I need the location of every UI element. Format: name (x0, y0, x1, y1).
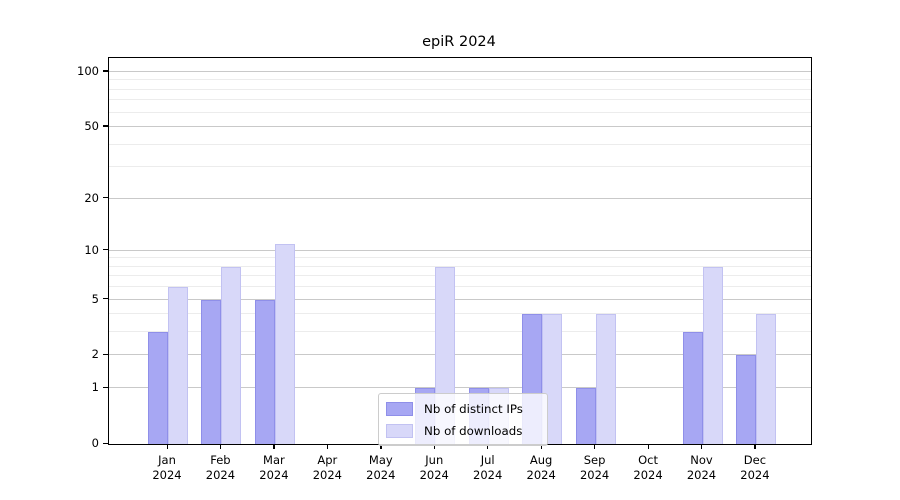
major-gridline (109, 249, 811, 251)
x-tick-mark (701, 444, 703, 450)
x-tick-label: Apr 2024 (312, 453, 342, 482)
x-tick-label: Jan 2024 (152, 453, 182, 482)
x-tick-mark (487, 444, 489, 450)
legend-swatch-distinct-ips (386, 401, 413, 416)
bar-distinct-ips (735, 355, 756, 444)
x-tick-label: Dec 2024 (740, 453, 770, 482)
bar-distinct-ips (254, 299, 275, 444)
y-tick-mark (103, 197, 108, 199)
minor-gridline (109, 88, 811, 90)
major-gridline (109, 387, 811, 389)
y-tick-mark (103, 70, 108, 72)
x-tick-mark (433, 444, 436, 450)
y-tick-label: 2 (91, 347, 99, 362)
y-tick-mark (103, 442, 108, 444)
chart-title: epiR 2024 (422, 34, 496, 50)
major-gridline (109, 354, 811, 356)
y-tick-mark (103, 298, 108, 300)
y-tick-label: 0 (91, 436, 99, 450)
minor-gridline (109, 99, 811, 101)
bar-downloads (221, 266, 242, 444)
y-tick-mark (103, 125, 108, 127)
x-tick-label: Feb 2024 (205, 453, 236, 482)
x-tick-mark (380, 444, 382, 450)
bar-downloads (702, 266, 723, 444)
minor-gridline (109, 313, 811, 315)
bar-distinct-ips (682, 332, 703, 444)
minor-gridline (109, 79, 811, 81)
x-tick-label: Sep 2024 (579, 453, 610, 482)
y-tick-mark (103, 249, 108, 251)
y-tick-label: 5 (91, 291, 99, 306)
y-tick-mark (103, 386, 108, 388)
legend-item-downloads: Nb of downloads (386, 423, 539, 438)
x-tick-mark (594, 444, 596, 450)
x-tick-mark (166, 444, 168, 450)
legend-swatch-downloads (386, 423, 413, 438)
bar-distinct-ips (201, 299, 222, 444)
x-tick-label: Mar 2024 (259, 453, 289, 482)
bar-downloads (755, 314, 776, 444)
minor-gridline (109, 257, 811, 259)
x-tick-label: May 2024 (366, 453, 396, 482)
bar-distinct-ips (575, 388, 596, 444)
x-tick-label: Aug 2024 (526, 453, 556, 482)
minor-gridline (109, 286, 811, 288)
bar-downloads (595, 314, 616, 444)
minor-gridline (109, 275, 811, 277)
x-tick-label: Oct 2024 (633, 453, 663, 482)
x-tick-label: Jun 2024 (419, 453, 449, 482)
minor-gridline (109, 111, 811, 113)
x-tick-mark (754, 444, 756, 450)
y-tick-label: 10 (84, 242, 99, 257)
x-tick-label: Nov 2024 (686, 453, 717, 482)
major-gridline (109, 126, 811, 127)
x-tick-label: Jul 2024 (473, 453, 503, 482)
bar-downloads (274, 243, 295, 444)
legend-label-downloads: Nb of downloads (424, 423, 523, 438)
x-tick-mark (326, 444, 329, 450)
x-tick-mark (273, 444, 275, 450)
major-gridline (109, 197, 811, 199)
y-tick-label: 20 (84, 190, 99, 205)
bar-distinct-ips (148, 332, 168, 444)
minor-gridline (109, 166, 811, 168)
y-tick-label: 50 (84, 118, 99, 133)
minor-gridline (109, 265, 811, 267)
major-gridline (109, 70, 811, 72)
bar-downloads (168, 287, 188, 444)
major-gridline (109, 298, 811, 300)
minor-gridline (109, 331, 811, 333)
minor-gridline (109, 143, 811, 145)
y-tick-label: 100 (77, 63, 99, 78)
x-tick-mark (540, 444, 542, 450)
plot-area: Nb of distinct IPs Nb of downloads (108, 57, 812, 446)
x-tick-mark (647, 444, 649, 450)
legend-label-distinct-ips: Nb of distinct IPs (424, 401, 523, 416)
legend-item-distinct-ips: Nb of distinct IPs (386, 401, 539, 416)
x-tick-mark (219, 444, 222, 450)
y-tick-label: 1 (91, 380, 99, 395)
legend: Nb of distinct IPs Nb of downloads (378, 393, 548, 446)
y-tick-mark (103, 353, 108, 356)
